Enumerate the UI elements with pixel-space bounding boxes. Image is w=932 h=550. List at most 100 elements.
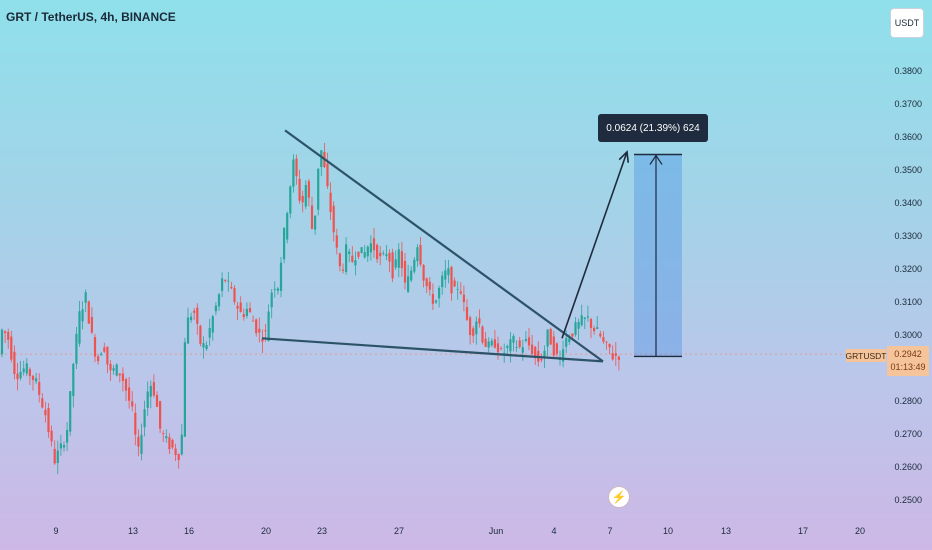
candle-body bbox=[555, 343, 558, 354]
candle-body bbox=[199, 325, 202, 344]
candle-body bbox=[171, 439, 174, 448]
time-tick-label: 13 bbox=[720, 526, 732, 536]
currency-button[interactable]: USDT bbox=[890, 8, 924, 38]
candle-body bbox=[472, 328, 475, 336]
candle-body bbox=[574, 322, 577, 335]
candle-body bbox=[388, 252, 391, 262]
candle-body bbox=[419, 244, 422, 265]
candle-body bbox=[577, 321, 580, 329]
candle-body bbox=[103, 347, 106, 352]
candle-body bbox=[28, 369, 31, 377]
candle-body bbox=[531, 344, 534, 354]
candle-body bbox=[50, 430, 53, 442]
candle-body bbox=[320, 150, 323, 168]
candle-body bbox=[267, 311, 270, 341]
candle-body bbox=[391, 252, 394, 279]
candle-body bbox=[518, 340, 521, 348]
upper-trendline[interactable] bbox=[284, 129, 604, 363]
candle-body bbox=[196, 307, 199, 324]
candle-body bbox=[84, 292, 87, 303]
candle-body bbox=[608, 343, 611, 348]
candle-body bbox=[186, 317, 190, 344]
price-tick-label: 0.2800 bbox=[894, 396, 922, 406]
candle-body bbox=[100, 353, 103, 356]
candle-body bbox=[583, 317, 586, 319]
candle-body bbox=[97, 356, 100, 362]
candle-body bbox=[190, 316, 193, 321]
candle-body bbox=[283, 228, 286, 260]
current-price-tag: 0.2942 01:13:49 bbox=[887, 346, 929, 376]
candle-body bbox=[155, 394, 159, 407]
candle-body bbox=[41, 398, 44, 408]
candle-body bbox=[214, 305, 217, 312]
price-tick-label: 0.3700 bbox=[894, 99, 922, 109]
candle-body bbox=[394, 259, 397, 268]
candles-group bbox=[0, 143, 620, 475]
candle-body bbox=[4, 331, 7, 333]
candle-body bbox=[379, 252, 382, 257]
candle-body bbox=[407, 276, 410, 292]
candle-body bbox=[416, 247, 419, 262]
candle-body bbox=[261, 339, 264, 342]
candle-body bbox=[202, 343, 205, 348]
price-tick-label: 0.3300 bbox=[894, 231, 922, 241]
candle-body bbox=[366, 246, 369, 257]
candle-body bbox=[13, 351, 16, 374]
price-tick-label: 0.3100 bbox=[894, 297, 922, 307]
candle-body bbox=[462, 294, 465, 303]
price-tick-label: 0.3500 bbox=[894, 165, 922, 175]
candle-body bbox=[534, 346, 537, 356]
candle-body bbox=[44, 409, 47, 416]
lightning-bolt-icon[interactable]: ⚡ bbox=[608, 486, 630, 508]
candle-body bbox=[174, 448, 177, 456]
candle-body bbox=[124, 379, 128, 391]
candle-body bbox=[410, 270, 413, 281]
candle-body bbox=[25, 363, 28, 374]
candle-body bbox=[338, 253, 341, 267]
candle-body bbox=[422, 265, 425, 281]
candle-body bbox=[456, 288, 459, 290]
time-tick-label: 7 bbox=[607, 526, 613, 536]
candle-body bbox=[298, 178, 301, 201]
candle-body bbox=[512, 335, 515, 343]
time-tick-label: 4 bbox=[551, 526, 557, 536]
candle-body bbox=[38, 381, 41, 395]
candle-body bbox=[69, 391, 72, 432]
candle-body bbox=[236, 305, 239, 309]
target-box[interactable] bbox=[634, 154, 682, 357]
candle-body bbox=[503, 352, 506, 354]
candle-body bbox=[385, 254, 388, 257]
candle-body bbox=[348, 251, 351, 255]
candle-body bbox=[233, 287, 236, 302]
candle-body bbox=[286, 213, 289, 240]
candle-body bbox=[121, 373, 124, 382]
time-tick-label: 13 bbox=[127, 526, 139, 536]
candle-body bbox=[605, 341, 608, 343]
candle-body bbox=[602, 337, 605, 342]
candle-body bbox=[146, 391, 149, 408]
chart-title: GRT / TetherUS, 4h, BINANCE bbox=[6, 10, 176, 24]
candle-body bbox=[134, 412, 137, 435]
candle-body bbox=[549, 328, 552, 345]
time-tick-label: 27 bbox=[393, 526, 405, 536]
candle-body bbox=[521, 347, 524, 353]
candle-body bbox=[506, 345, 509, 348]
candle-body bbox=[10, 336, 13, 360]
candle-body bbox=[53, 448, 56, 464]
candle-body bbox=[304, 184, 307, 207]
candle-body bbox=[360, 247, 363, 254]
lower-trendline[interactable] bbox=[261, 337, 604, 363]
candle-body bbox=[562, 349, 565, 362]
candle-body bbox=[149, 385, 152, 397]
candle-body bbox=[345, 244, 348, 272]
candle-body bbox=[413, 259, 416, 272]
time-tick-label: Jun bbox=[488, 526, 504, 536]
projection-arrow[interactable] bbox=[561, 151, 628, 339]
time-tick-label: 23 bbox=[316, 526, 328, 536]
candle-body bbox=[382, 253, 385, 254]
candle-body bbox=[162, 433, 165, 434]
candle-body bbox=[180, 434, 183, 455]
candle-body bbox=[295, 158, 298, 177]
projection-arrow-head bbox=[618, 150, 630, 163]
